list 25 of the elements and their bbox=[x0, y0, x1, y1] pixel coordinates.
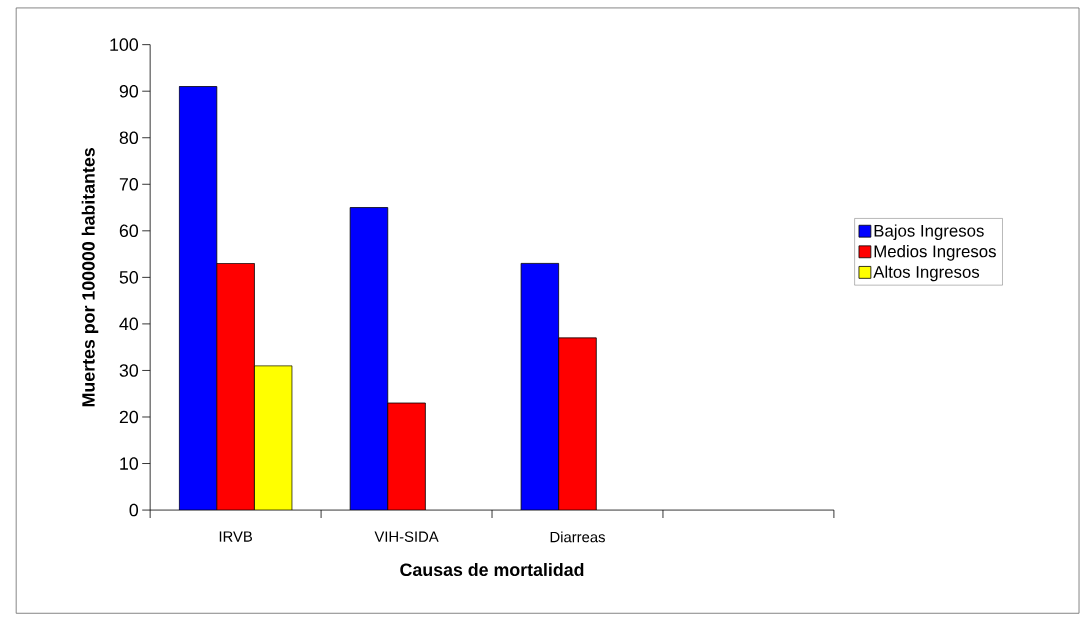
bar bbox=[558, 337, 597, 510]
y-tick-label: 10 bbox=[120, 457, 139, 470]
x-tick-label: VIH-SIDA bbox=[374, 531, 439, 542]
y-axis-title: Muertes por 100000 habitantes bbox=[81, 147, 99, 407]
y-tick-label: 90 bbox=[119, 84, 139, 98]
legend-label: Altos Ingresos bbox=[873, 265, 980, 282]
y-tick-label: 0 bbox=[129, 503, 139, 517]
y-tick-label: 40 bbox=[119, 317, 139, 331]
bar bbox=[350, 207, 388, 510]
bar bbox=[520, 262, 560, 510]
y-tick-label: 30 bbox=[119, 364, 139, 377]
legend-label: Bajos Ingresos bbox=[874, 224, 984, 240]
bar bbox=[216, 263, 255, 510]
x-tick-label: IRVB bbox=[219, 531, 253, 542]
y-tick-label: 100 bbox=[110, 38, 139, 51]
x-axis-title: Causas de mortalidad bbox=[400, 562, 584, 576]
y-tick-label: 60 bbox=[119, 224, 139, 238]
y-tick-label: 50 bbox=[119, 270, 139, 284]
bar bbox=[179, 86, 217, 510]
y-tick-label: 70 bbox=[119, 177, 139, 191]
y-tick-label: 80 bbox=[119, 131, 139, 144]
legend-label: Medios Ingresos bbox=[874, 244, 996, 261]
bar bbox=[387, 402, 426, 510]
x-tick-label: Diarreas bbox=[550, 531, 605, 543]
y-tick-label: 20 bbox=[119, 410, 139, 424]
